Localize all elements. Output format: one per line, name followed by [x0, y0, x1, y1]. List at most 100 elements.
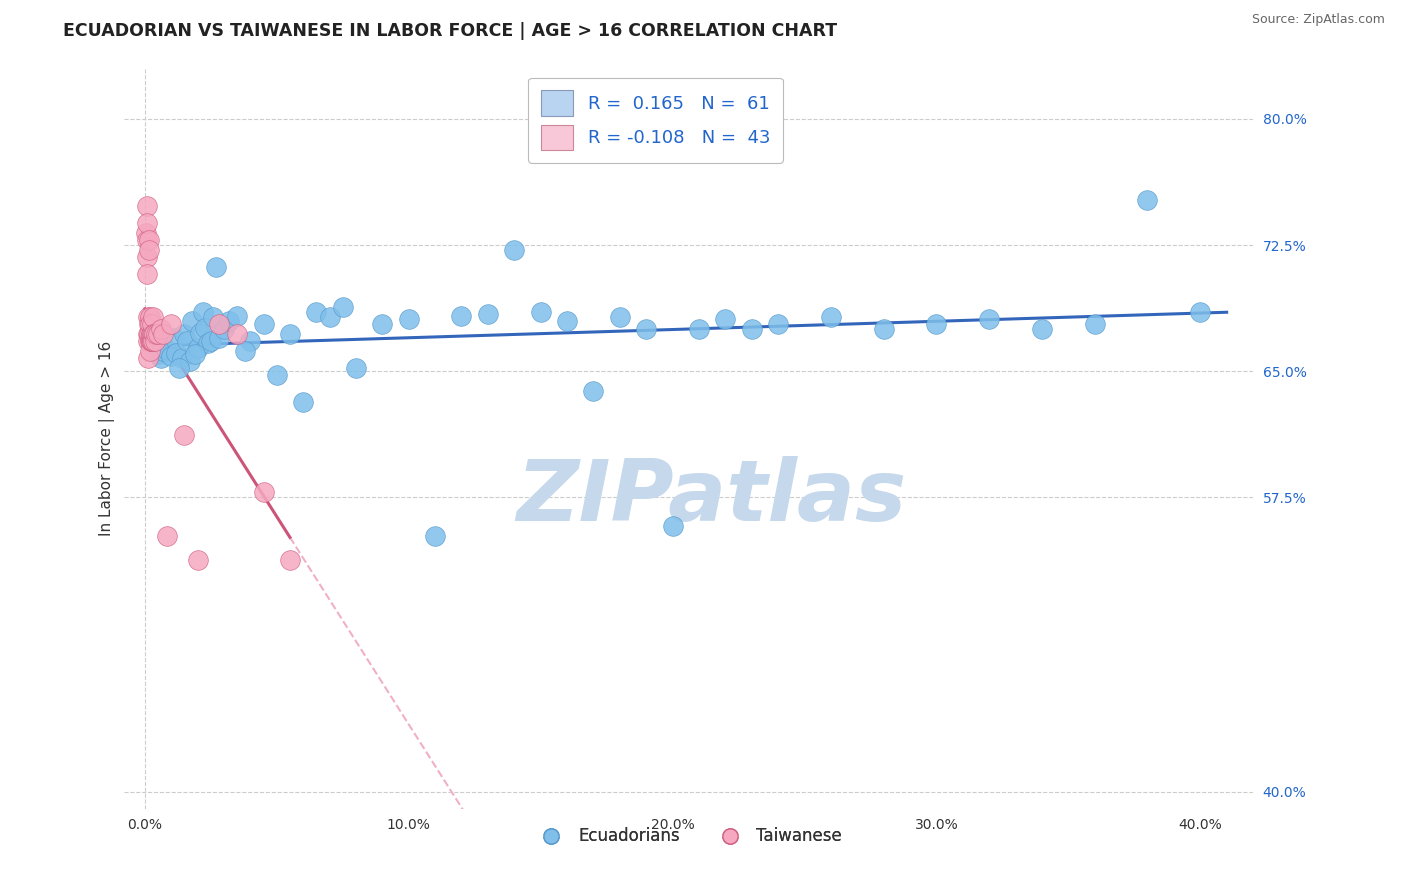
Point [173, 327, 195, 342]
Point [688, 322, 710, 336]
Point [173, 428, 195, 442]
Point [149, 351, 172, 365]
Point [142, 310, 165, 325]
Point [176, 334, 198, 348]
Point [979, 312, 1001, 326]
Point [197, 335, 219, 350]
Point [181, 314, 204, 328]
Point [136, 334, 159, 348]
Point [139, 310, 162, 325]
Point [170, 351, 193, 365]
Point [318, 310, 340, 325]
Point [139, 327, 162, 342]
Point [292, 394, 315, 409]
Point [398, 312, 420, 326]
Point [152, 327, 174, 342]
Point [218, 314, 240, 328]
Point [278, 327, 301, 342]
Point [200, 334, 222, 348]
Point [141, 327, 163, 342]
Point [371, 317, 394, 331]
Point [146, 327, 169, 342]
Point [205, 260, 228, 274]
Point [139, 334, 162, 348]
Point [141, 334, 163, 348]
Point [766, 317, 789, 331]
Point [188, 326, 211, 340]
Point [139, 317, 162, 331]
Point [187, 552, 209, 566]
Point [143, 334, 166, 348]
Point [278, 552, 301, 566]
Point [194, 320, 217, 334]
Point [155, 343, 177, 357]
Point [156, 529, 179, 543]
Point [136, 327, 159, 342]
Point [555, 314, 578, 328]
Point [138, 243, 160, 257]
Point [477, 307, 499, 321]
Text: ZIPatlas: ZIPatlas [516, 457, 905, 540]
Point [138, 317, 160, 331]
Text: ECUADORIAN VS TAIWANESE IN LABOR FORCE | AGE > 16 CORRELATION CHART: ECUADORIAN VS TAIWANESE IN LABOR FORCE |… [63, 22, 838, 40]
Point [163, 331, 186, 345]
Point [208, 317, 231, 331]
Point [184, 347, 207, 361]
Legend: Ecuadorians, Taiwanese: Ecuadorians, Taiwanese [529, 821, 849, 852]
Point [582, 384, 605, 399]
Point [529, 305, 551, 319]
Point [1189, 305, 1212, 319]
Point [141, 334, 163, 348]
Point [1136, 193, 1159, 207]
Point [160, 349, 183, 363]
Point [344, 360, 367, 375]
Point [820, 310, 842, 325]
Point [233, 344, 256, 359]
Point [138, 233, 160, 247]
Point [226, 327, 249, 342]
Point [142, 327, 165, 342]
Point [332, 301, 354, 315]
Point [208, 331, 231, 345]
Point [252, 485, 274, 500]
Point [141, 327, 163, 342]
Point [136, 310, 159, 325]
Point [503, 243, 526, 257]
Point [741, 322, 763, 336]
Point [226, 309, 249, 323]
Point [152, 344, 174, 359]
Point [212, 322, 235, 336]
Point [138, 327, 160, 342]
Point [609, 310, 631, 325]
Point [146, 347, 169, 361]
Point [266, 368, 288, 382]
Point [925, 317, 948, 331]
Point [661, 519, 683, 533]
Point [714, 312, 737, 326]
Point [166, 346, 188, 360]
Point [142, 339, 165, 353]
Point [142, 334, 165, 348]
Point [202, 310, 225, 325]
Point [136, 199, 159, 213]
Point [135, 233, 157, 247]
Point [160, 317, 183, 331]
Point [305, 305, 328, 319]
Point [179, 354, 201, 368]
Point [187, 341, 209, 355]
Point [1031, 322, 1053, 336]
Text: Source: ZipAtlas.com: Source: ZipAtlas.com [1251, 13, 1385, 27]
Point [135, 250, 157, 264]
Point [167, 360, 190, 375]
Point [135, 227, 157, 241]
Point [1084, 317, 1107, 331]
Point [239, 334, 262, 348]
Point [450, 309, 472, 323]
Point [138, 334, 160, 348]
Point [191, 305, 214, 319]
Point [149, 322, 172, 336]
Point [423, 529, 446, 543]
Point [636, 322, 658, 336]
Point [145, 327, 167, 342]
Point [139, 344, 162, 359]
